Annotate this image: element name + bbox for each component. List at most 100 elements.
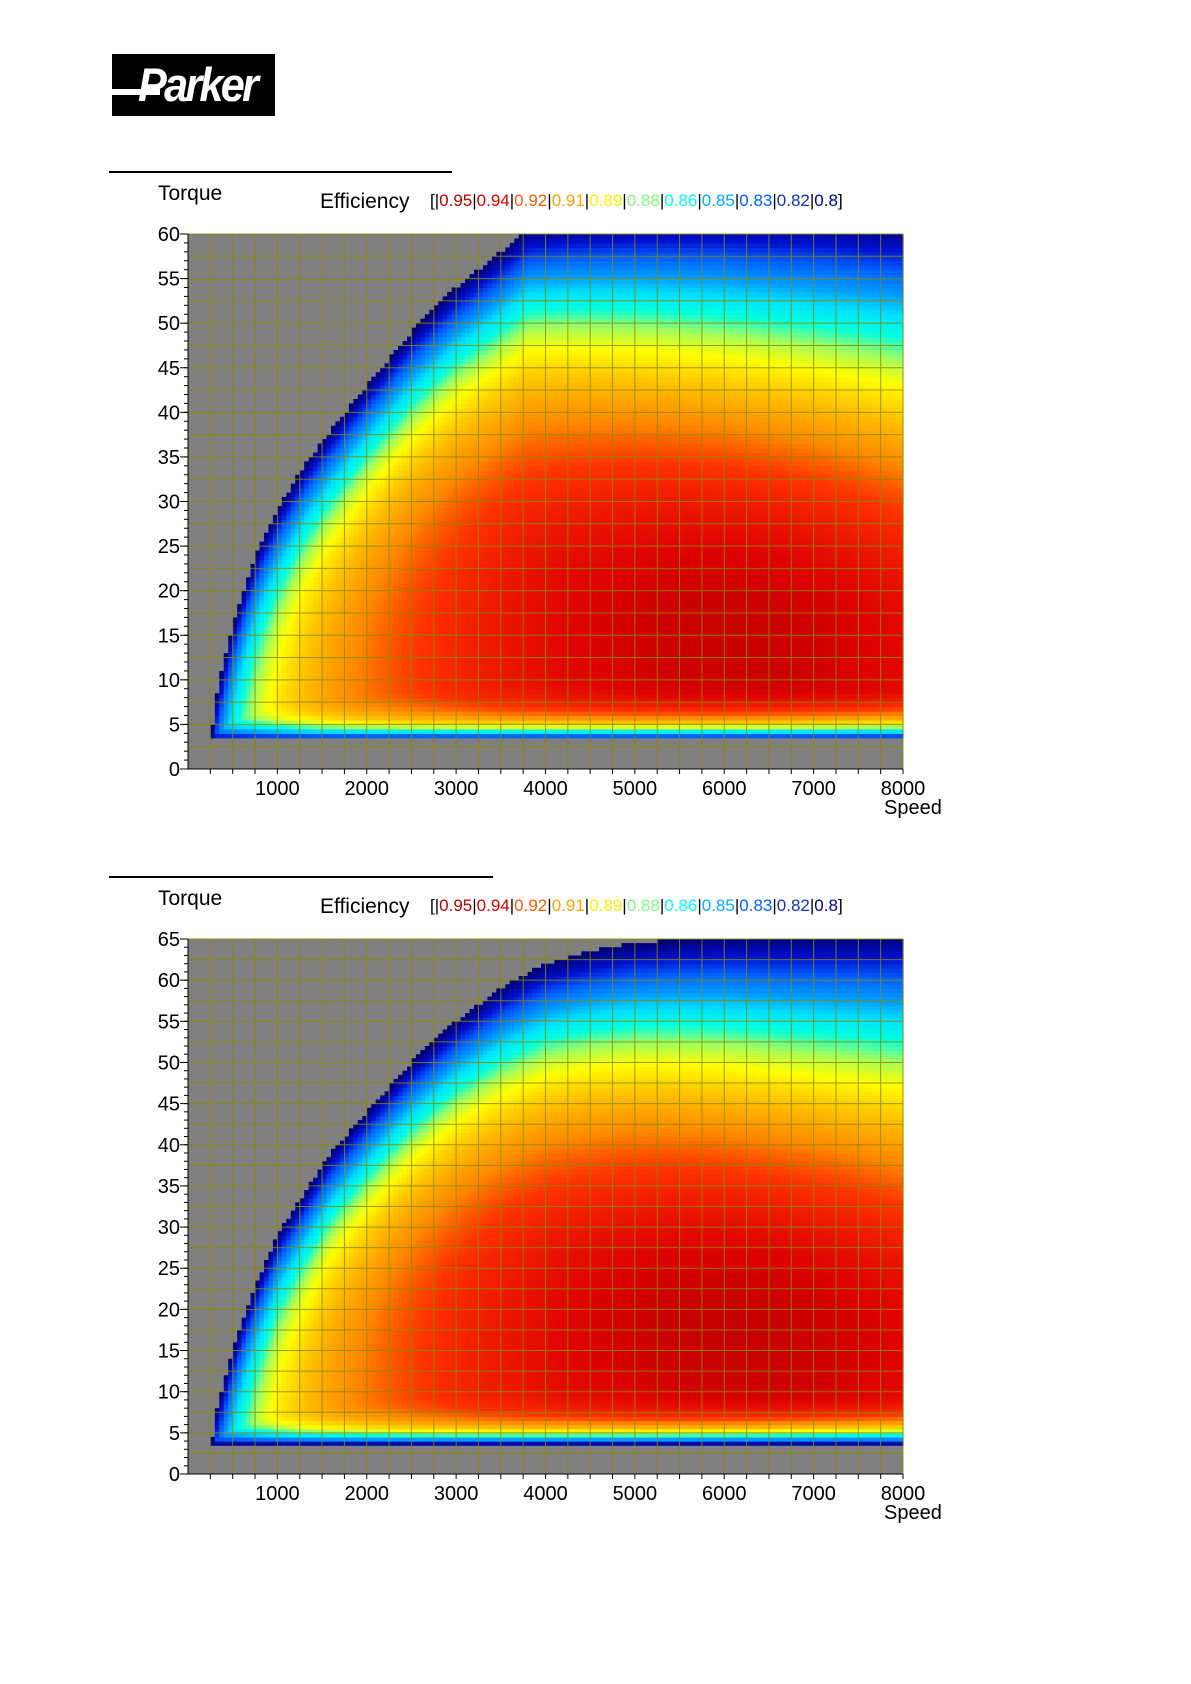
- legend-separator: |: [510, 896, 514, 915]
- legend-entry: 0.88: [627, 191, 660, 210]
- y-tick-label: 30: [158, 1217, 180, 1239]
- legend-separator: |: [697, 896, 701, 915]
- x-minor-ticks: [209, 1474, 904, 1479]
- legend-separator: |: [622, 191, 626, 210]
- legend-suffix: ]: [838, 191, 843, 210]
- legend-prefix: [|: [430, 896, 439, 915]
- x-tick-label: 4000: [523, 1483, 568, 1505]
- legend-entry: 0.92: [514, 191, 547, 210]
- y-tick-label: 35: [158, 447, 180, 469]
- y-tick-label: 15: [158, 1341, 180, 1363]
- legend-entry: 0.86: [664, 896, 697, 915]
- x-axis-label: Speed: [884, 1502, 942, 1524]
- x-tick-label: 1000: [255, 1483, 300, 1505]
- legend-entry: 0.83: [739, 896, 772, 915]
- x-tick-label: 3000: [434, 778, 479, 800]
- x-tick-label: 7000: [791, 1483, 836, 1505]
- legend-entry: 0.89: [589, 191, 622, 210]
- x-tick-label: 2000: [345, 1483, 390, 1505]
- x-tick-label: 7000: [791, 778, 836, 800]
- x-tick-label: 5000: [613, 1483, 658, 1505]
- legend-entry: 0.95: [439, 896, 472, 915]
- y-tick-label: 40: [158, 402, 180, 424]
- legend-separator: |: [735, 896, 739, 915]
- grid-lines: [187, 233, 904, 770]
- y-tick-label: 0: [169, 1464, 180, 1486]
- legend-entry: 0.8: [814, 191, 838, 210]
- y-tick-label: 40: [158, 1135, 180, 1157]
- y-tick-label: 50: [158, 313, 180, 335]
- legend-separator: |: [660, 896, 664, 915]
- legend-separator: |: [622, 896, 626, 915]
- y-minor-ticks: [184, 233, 188, 770]
- legend-entry: 0.91: [552, 896, 585, 915]
- legend-separator: |: [472, 896, 476, 915]
- legend-separator: |: [585, 896, 589, 915]
- x-tick-label: 2000: [345, 778, 390, 800]
- efficiency-legend: [|0.95|0.94|0.92|0.91|0.89|0.88|0.86|0.8…: [430, 191, 843, 210]
- legend-entry: 0.82: [777, 191, 810, 210]
- chart-title: Efficiency: [320, 895, 410, 918]
- logo-text: Parker: [138, 56, 259, 114]
- section-divider-1: [109, 171, 452, 173]
- y-tick-label: 20: [158, 581, 180, 603]
- y-tick-label: 20: [158, 1299, 180, 1321]
- legend-entry: 0.94: [477, 191, 510, 210]
- x-tick-label: 6000: [702, 1483, 747, 1505]
- chart-title: Efficiency: [320, 190, 410, 213]
- x-minor-ticks: [209, 769, 904, 774]
- y-axis-label: Torque: [158, 887, 222, 910]
- legend-separator: |: [735, 191, 739, 210]
- legend-separator: |: [472, 191, 476, 210]
- y-tick-label: 0: [169, 759, 180, 781]
- y-tick-label: 35: [158, 1176, 180, 1198]
- legend-entry: 0.88: [627, 896, 660, 915]
- legend-separator: |: [585, 191, 589, 210]
- legend-separator: |: [547, 191, 551, 210]
- y-tick-label: 65: [158, 929, 180, 951]
- legend-entry: 0.82: [777, 896, 810, 915]
- x-tick-label: 1000: [255, 778, 300, 800]
- legend-entry: 0.83: [739, 191, 772, 210]
- legend-entry: 0.85: [702, 896, 735, 915]
- y-tick-label: 55: [158, 1011, 180, 1033]
- y-tick-label: 50: [158, 1052, 180, 1074]
- y-tick-label: 15: [158, 625, 180, 647]
- x-axis-label: Speed: [884, 797, 942, 819]
- legend-entry: 0.8: [814, 896, 838, 915]
- grid-lines: [187, 938, 904, 1475]
- y-tick-label: 60: [158, 224, 180, 246]
- legend-separator: |: [772, 896, 776, 915]
- x-tick-label: 4000: [523, 778, 568, 800]
- legend-entry: 0.94: [477, 896, 510, 915]
- legend-separator: |: [810, 191, 814, 210]
- y-tick-label: 45: [158, 358, 180, 380]
- section-divider-2: [109, 876, 493, 878]
- legend-separator: |: [547, 896, 551, 915]
- chart-svg-2: 0 5 10 15 20 25 30 35 40 45 50 55 60 65 1000 2000 3000 40…: [158, 887, 942, 1524]
- legend-separator: |: [810, 896, 814, 915]
- x-tick-label: 6000: [702, 778, 747, 800]
- y-minor-ticks: [184, 938, 188, 1475]
- x-tick-label: 8000: [881, 1483, 926, 1505]
- heatmap-cells: [210, 939, 904, 1446]
- y-tick-label: 25: [158, 536, 180, 558]
- x-tick-label: 3000: [434, 1483, 479, 1505]
- x-tick-label: 5000: [613, 778, 658, 800]
- legend-entry: 0.91: [552, 191, 585, 210]
- y-axis-label: Torque: [158, 182, 222, 205]
- legend-entry: 0.89: [589, 896, 622, 915]
- y-tick-label: 5: [169, 714, 180, 736]
- efficiency-legend: [|0.95|0.94|0.92|0.91|0.89|0.88|0.86|0.8…: [430, 896, 843, 915]
- y-tick-label: 5: [169, 1423, 180, 1445]
- legend-separator: |: [772, 191, 776, 210]
- parker-logo: Parker: [112, 54, 275, 116]
- legend-entry: 0.85: [702, 191, 735, 210]
- efficiency-map-chart-1: 0 5 10 15 20 25 30 35 40 45 50 55 60 1000 2000 3000 4000…: [0, 0, 1000, 840]
- legend-entry: 0.95: [439, 191, 472, 210]
- legend-entry: 0.92: [514, 896, 547, 915]
- y-tick-label: 10: [158, 1382, 180, 1404]
- legend-separator: |: [697, 191, 701, 210]
- logo-bar: [112, 89, 160, 95]
- legend-entry: 0.86: [664, 191, 697, 210]
